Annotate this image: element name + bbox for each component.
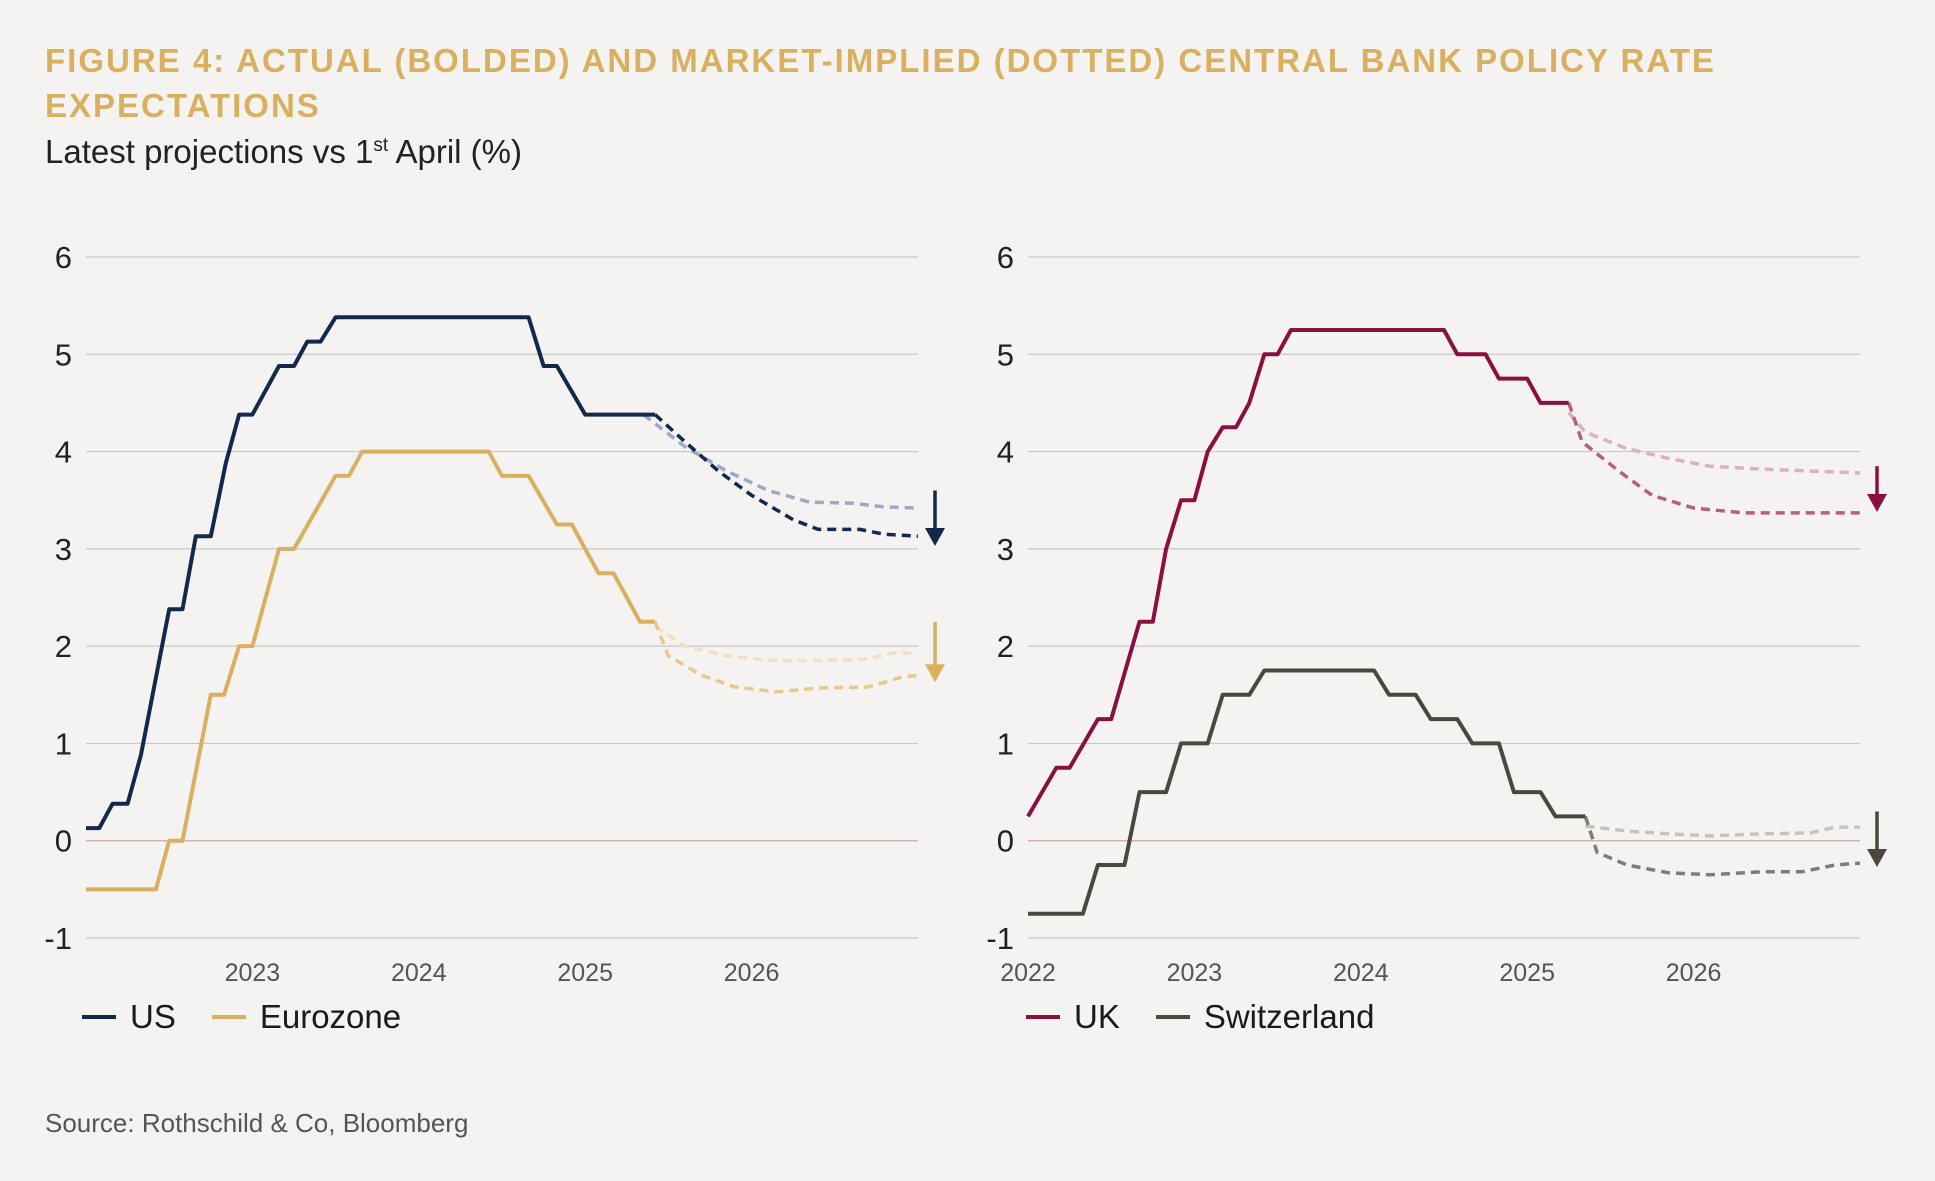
series-line-eurozone-1st-april [654,625,918,663]
series-line-eurozone [86,449,656,892]
source-note: Source: Rothschild & Co, Bloomberg [45,1108,469,1138]
series-line-uk [1026,328,1569,818]
down-arrow-icon-panel1-0 [1867,493,1887,512]
y-tick-label-panel1-4: 4 [997,435,1014,470]
y-tick-label-panel1-5: 5 [997,337,1014,372]
y-tick-label-panel1-2: 2 [997,629,1014,664]
legend-label-uk: UK [1074,998,1120,1035]
legend-label-us: US [130,998,176,1035]
y-tick-label-panel0-4: 4 [55,435,72,470]
figure-title: FIGURE 4: ACTUAL (BOLDED) AND MARKET-IMP… [45,38,1865,128]
y-tick-label-panel0-5: 5 [55,337,72,372]
y-tick-label-panel1-3: 3 [997,532,1014,567]
subtitle-prefix: Latest projections vs 1 [45,133,374,170]
y-tick-label-panel0-2: 2 [55,629,72,664]
legend-label-eurozone: Eurozone [259,998,402,1035]
x-tick-label-panel1-2026: 2026 [1666,959,1722,987]
x-tick-label-panel1-2022: 2022 [1000,959,1056,987]
series-line-uk-1st-april [1567,411,1861,475]
down-arrow-icon-panel0-0 [925,527,945,546]
y-tick-label-panel1--1: -1 [986,921,1014,956]
series-line-switzerland-latest [1583,815,1861,877]
legend-swatch-us [82,1015,116,1019]
y-tick-label-panel0--1: -1 [44,921,72,956]
legend-swatch-eurozone [211,1015,246,1019]
x-tick-label-panel0-2023: 2023 [225,959,281,987]
legend-label-switzerland: Switzerland [1203,998,1375,1035]
down-arrow-icon-panel0-1 [925,664,945,683]
x-tick-label-panel1-2025: 2025 [1499,959,1555,987]
figure-subtitle: Latest projections vs 1st April (%) [45,133,522,171]
subtitle-suffix: April (%) [388,133,522,170]
legend-item-us: US [82,998,176,1036]
legend-left: US Eurozone [82,998,437,1036]
legend-item-eurozone: Eurozone [211,998,402,1036]
y-tick-label-panel0-1: 1 [55,726,72,761]
series-line-us-latest [653,413,919,538]
y-tick-label-panel1-6: 6 [997,240,1014,275]
legend-item-uk: UK [1026,998,1120,1036]
series-line-uk-latest [1567,402,1860,515]
x-tick-label-panel0-2026: 2026 [724,959,780,987]
y-tick-label-panel0-0: 0 [55,824,72,859]
legend-item-switzerland: Switzerland [1155,998,1375,1036]
x-tick-label-panel0-2024: 2024 [391,959,447,987]
down-arrow-icon-panel1-1 [1867,849,1887,868]
x-tick-label-panel1-2024: 2024 [1333,959,1389,987]
y-tick-label-panel0-6: 6 [55,240,72,275]
series-line-switzerland [1028,668,1586,916]
y-tick-label-panel0-3: 3 [55,532,72,567]
y-tick-label-panel1-0: 0 [997,824,1014,859]
figure-title-line2: EXPECTATIONS [45,87,321,124]
series-line-eurozone-latest [653,621,919,694]
subtitle-sup: st [373,135,389,156]
legend-swatch-uk [1026,1015,1060,1019]
x-tick-label-panel0-2025: 2025 [557,959,613,987]
legend-right: UK Switzerland [1026,998,1410,1036]
legend-swatch-switzerland [1155,1015,1190,1019]
series-line-us [86,315,656,831]
series-line-us-1st-april [642,413,919,510]
y-tick-label-panel1-1: 1 [997,726,1014,761]
x-tick-label-panel1-2023: 2023 [1167,959,1223,987]
figure-title-line1: FIGURE 4: ACTUAL (BOLDED) AND MARKET-IMP… [45,42,1716,79]
series-line-switzerland-1st-april [1585,824,1860,838]
